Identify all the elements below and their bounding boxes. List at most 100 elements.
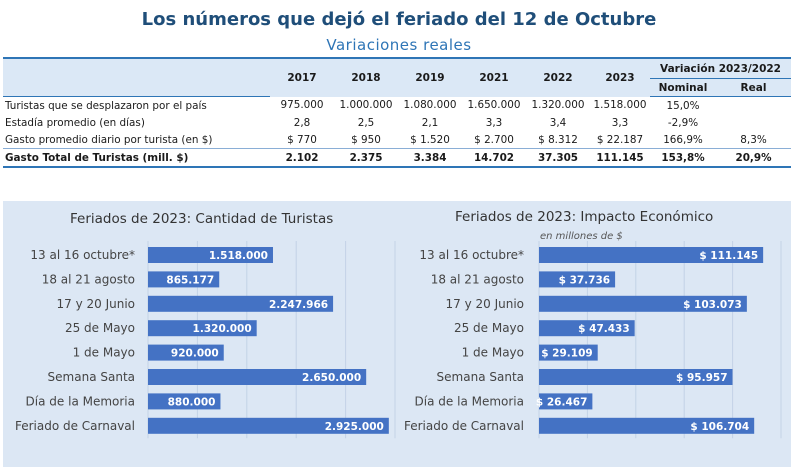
real-cell: 20,9% bbox=[716, 148, 792, 168]
table-cell: $ 950 bbox=[351, 133, 381, 146]
data-label: 2.925.000 bbox=[325, 421, 384, 433]
bar-economic bbox=[539, 417, 755, 434]
data-label: $ 106.704 bbox=[690, 421, 749, 433]
bar-tourists bbox=[148, 247, 273, 263]
table-cell: 2.102 bbox=[270, 148, 334, 168]
charts-svg: 13 al 16 octubre* 1.518.000 18 al 21 agost… bbox=[15, 241, 782, 439]
year-header: 2021 bbox=[462, 57, 526, 97]
year-header: 2023 bbox=[590, 57, 650, 97]
table-cell: 2,5 bbox=[357, 116, 375, 129]
row-label: Turistas que se desplazaron por el país bbox=[5, 99, 207, 112]
table-cell: 37.305 bbox=[526, 148, 590, 168]
table-cell: 14.702 bbox=[462, 148, 526, 168]
data-label: 865.177 bbox=[166, 274, 214, 286]
table-corner bbox=[3, 78, 270, 97]
table-cell: 2,1 bbox=[421, 116, 439, 129]
table-row: Gasto promedio diario por turista (en $)… bbox=[3, 131, 791, 149]
table-cell: $ 22.187 bbox=[596, 133, 644, 146]
category-label: Semana Santa bbox=[48, 370, 135, 384]
bar-economic bbox=[539, 393, 593, 410]
table-cell: 1.518.000 bbox=[593, 99, 647, 112]
category-label: 17 y 20 Junio bbox=[56, 297, 135, 311]
chart-title-tourists: Feriados de 2023: Cantidad de Turistas bbox=[70, 211, 334, 227]
chart-subtitle-economic: en millones de $ bbox=[540, 231, 623, 242]
category-label: Feriado de Carnaval bbox=[15, 419, 135, 433]
variation-col-header: Real bbox=[716, 78, 792, 97]
stats-table: 2017 2018 2019 2021 2022 2023 Variación … bbox=[3, 57, 792, 168]
category-label: Día de la Memoria bbox=[26, 394, 135, 408]
data-label: $ 47.433 bbox=[578, 323, 629, 335]
table-cell: 3,3 bbox=[485, 116, 503, 129]
variation-header: Variación 2023/2022 bbox=[650, 57, 792, 79]
nominal-cell: 166,9% bbox=[663, 133, 703, 146]
data-label: $ 103.073 bbox=[683, 299, 742, 311]
category-label: 25 de Mayo bbox=[454, 321, 524, 335]
category-label: 18 al 21 agosto bbox=[42, 272, 135, 286]
table-cell: $ 2.700 bbox=[474, 133, 514, 146]
year-header: 2019 bbox=[398, 57, 462, 97]
table-cell: 975.000 bbox=[280, 99, 324, 112]
category-label: 25 de Mayo bbox=[65, 321, 135, 335]
table-cell: 3,3 bbox=[611, 116, 629, 129]
nominal-cell: 15,0% bbox=[666, 99, 700, 112]
category-label: 13 al 16 octubre* bbox=[419, 248, 524, 262]
data-label: $ 37.736 bbox=[559, 274, 610, 286]
bar-economic bbox=[539, 295, 747, 312]
data-label: 2.650.000 bbox=[302, 372, 361, 384]
bar-economic bbox=[539, 271, 616, 288]
row-label: Estadía promedio (en días) bbox=[5, 116, 145, 129]
row-label: Gasto promedio diario por turista (en $) bbox=[5, 133, 213, 146]
table-cell: $ 1.520 bbox=[410, 133, 450, 146]
data-label: 2.247.966 bbox=[269, 299, 328, 311]
real-cell bbox=[716, 114, 791, 131]
real-cell bbox=[716, 97, 791, 115]
category-label: Feriado de Carnaval bbox=[404, 419, 524, 433]
table-row: Turistas que se desplazaron por el país … bbox=[3, 97, 791, 115]
data-label: 1.320.000 bbox=[193, 323, 252, 335]
table-row-total: Gasto Total de Turistas (mill. $) 2.102 … bbox=[3, 148, 792, 168]
bar-economic bbox=[539, 320, 635, 337]
table-cell: 1.320.000 bbox=[531, 99, 585, 112]
bar-tourists bbox=[148, 271, 220, 288]
data-label: 880.000 bbox=[168, 396, 216, 408]
row-label: Gasto Total de Turistas (mill. $) bbox=[3, 148, 270, 168]
table-cell: 111.145 bbox=[590, 148, 650, 168]
bar-tourists bbox=[148, 393, 221, 410]
bar-economic bbox=[539, 247, 764, 263]
bar-economic bbox=[539, 369, 733, 385]
category-label: 18 al 21 agosto bbox=[431, 272, 524, 286]
year-header: 2017 bbox=[270, 57, 334, 97]
data-label: $ 26.467 bbox=[536, 396, 587, 408]
category-label: Semana Santa bbox=[437, 370, 524, 384]
bar-tourists bbox=[148, 344, 224, 361]
data-label: 1.518.000 bbox=[209, 250, 268, 262]
nominal-cell: -2,9% bbox=[667, 116, 699, 129]
real-cell: 8,3% bbox=[740, 133, 767, 146]
table-cell: 3,4 bbox=[549, 116, 567, 129]
category-label: 1 de Mayo bbox=[462, 346, 524, 360]
table-cell: $ 770 bbox=[287, 133, 317, 146]
variation-col-header: Nominal bbox=[650, 78, 716, 97]
year-header: 2018 bbox=[334, 57, 398, 97]
table-cell: 1.000.000 bbox=[339, 99, 393, 112]
table-cell: 3.384 bbox=[398, 148, 462, 168]
table-cell: $ 8.312 bbox=[538, 133, 578, 146]
bar-tourists bbox=[148, 369, 367, 385]
data-label: $ 95.957 bbox=[676, 372, 727, 384]
table-cell: 1.080.000 bbox=[403, 99, 457, 112]
data-label: $ 111.145 bbox=[699, 250, 758, 262]
nominal-cell: 153,8% bbox=[650, 148, 716, 168]
table-corner bbox=[3, 57, 270, 79]
table-cell: 2,8 bbox=[293, 116, 311, 129]
bar-tourists bbox=[148, 320, 257, 337]
category-label: Día de la Memoria bbox=[415, 394, 524, 408]
category-label: 13 al 16 octubre* bbox=[30, 248, 135, 262]
table-row: Estadía promedio (en días) 2,8 2,5 2,1 3… bbox=[3, 114, 791, 131]
table-cell: 2.375 bbox=[334, 148, 398, 168]
bar-economic bbox=[539, 344, 598, 361]
page-subtitle: Variaciones reales bbox=[326, 36, 472, 54]
table-cell: 1.650.000 bbox=[467, 99, 521, 112]
bar-tourists bbox=[148, 295, 334, 312]
page-title: Los números que dejó el feriado del 12 d… bbox=[141, 9, 657, 30]
chart-title-economic: Feriados de 2023: Impacto Económico bbox=[455, 209, 714, 225]
